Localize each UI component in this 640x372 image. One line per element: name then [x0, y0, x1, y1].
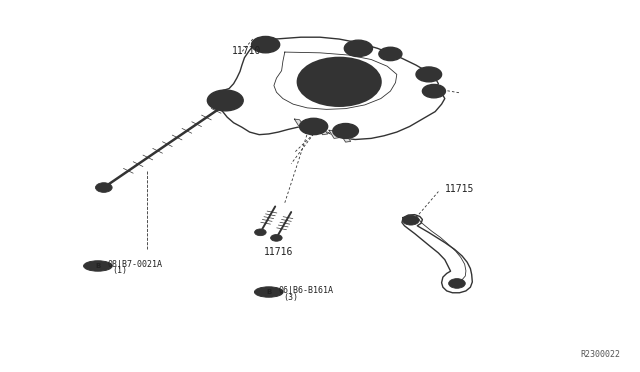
Polygon shape — [329, 130, 339, 138]
Ellipse shape — [255, 287, 283, 297]
Circle shape — [416, 67, 442, 82]
Circle shape — [255, 229, 266, 235]
Circle shape — [449, 279, 465, 288]
Circle shape — [403, 215, 419, 225]
Text: (3): (3) — [283, 293, 298, 302]
Text: R2300022: R2300022 — [581, 350, 621, 359]
Circle shape — [422, 84, 445, 98]
Circle shape — [344, 40, 372, 57]
Polygon shape — [402, 215, 472, 293]
Text: B: B — [95, 263, 100, 269]
Polygon shape — [211, 37, 445, 140]
Text: (1): (1) — [112, 266, 127, 275]
Text: 06|B6-B161A: 06|B6-B161A — [278, 286, 333, 295]
Circle shape — [306, 122, 321, 131]
Polygon shape — [340, 134, 351, 142]
Polygon shape — [294, 119, 305, 127]
Text: 11710: 11710 — [232, 46, 261, 56]
Text: 11716: 11716 — [264, 247, 293, 257]
Circle shape — [298, 58, 381, 106]
Circle shape — [258, 40, 273, 49]
Circle shape — [95, 183, 112, 192]
Text: 11715: 11715 — [445, 184, 474, 194]
Ellipse shape — [84, 261, 112, 271]
Circle shape — [333, 78, 346, 86]
Polygon shape — [317, 126, 328, 135]
Circle shape — [379, 47, 402, 61]
Circle shape — [333, 124, 358, 138]
Circle shape — [271, 234, 282, 241]
Circle shape — [215, 94, 236, 106]
Text: B: B — [266, 289, 271, 295]
Circle shape — [300, 118, 328, 135]
Polygon shape — [306, 123, 316, 131]
Circle shape — [207, 90, 243, 111]
Circle shape — [252, 36, 280, 53]
Text: 08|B7-0021A: 08|B7-0021A — [108, 260, 163, 269]
